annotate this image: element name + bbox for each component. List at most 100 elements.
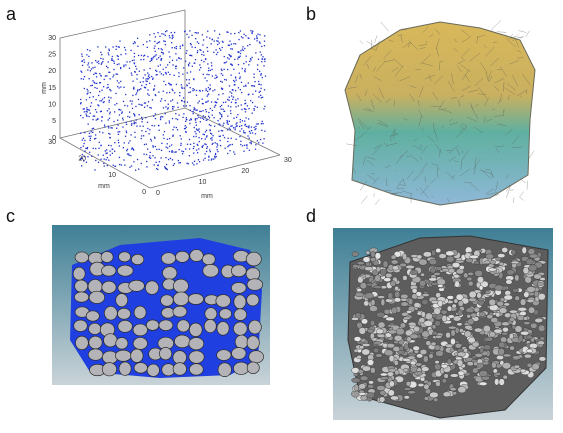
point	[129, 112, 130, 113]
grain	[381, 299, 385, 306]
point	[196, 163, 197, 164]
point	[129, 155, 130, 156]
point	[99, 100, 100, 101]
grain	[104, 306, 117, 320]
point	[192, 162, 193, 163]
grain	[471, 313, 477, 317]
grain	[450, 374, 458, 378]
point	[249, 138, 250, 139]
point	[88, 116, 89, 117]
point	[116, 73, 117, 74]
point	[233, 151, 234, 152]
point	[207, 146, 208, 147]
grain	[404, 387, 411, 390]
point	[230, 91, 231, 92]
point	[222, 125, 223, 126]
point	[229, 45, 230, 46]
point	[176, 48, 177, 49]
point	[150, 158, 151, 159]
point	[237, 58, 238, 59]
grain	[423, 356, 428, 363]
point	[159, 41, 160, 42]
figure: a b c d mm mm mm 05101520253001020300102…	[0, 0, 563, 433]
point	[195, 32, 196, 33]
grain	[373, 348, 379, 353]
point	[184, 31, 185, 32]
point	[143, 77, 144, 78]
grain	[518, 307, 527, 311]
grain	[219, 309, 231, 319]
point	[106, 75, 107, 76]
point	[154, 125, 155, 126]
grain	[363, 257, 370, 263]
point	[231, 93, 232, 94]
edge	[491, 20, 501, 30]
point	[152, 79, 153, 80]
point	[137, 46, 138, 47]
point	[141, 138, 142, 139]
grain	[177, 320, 190, 332]
point	[134, 59, 135, 60]
point	[249, 150, 250, 151]
point	[188, 65, 189, 66]
point	[95, 134, 96, 135]
grain	[174, 335, 190, 348]
point	[145, 131, 146, 132]
point	[146, 78, 147, 79]
point	[146, 84, 147, 85]
point	[147, 72, 148, 73]
point	[86, 93, 87, 94]
point	[232, 89, 233, 90]
grain	[519, 335, 523, 342]
grain	[369, 277, 374, 281]
point	[111, 59, 112, 60]
point	[220, 49, 221, 50]
grain	[378, 322, 385, 328]
point	[198, 148, 199, 149]
point	[169, 35, 170, 36]
point	[147, 81, 148, 82]
point	[120, 109, 121, 110]
point	[186, 132, 187, 133]
point	[135, 170, 136, 171]
point	[234, 81, 235, 82]
point	[190, 144, 191, 145]
point	[180, 143, 181, 144]
grain	[145, 281, 158, 295]
grain	[457, 348, 463, 352]
point	[103, 155, 104, 156]
point	[215, 154, 216, 155]
grain	[450, 349, 454, 352]
point	[180, 48, 181, 49]
point	[222, 130, 223, 131]
point	[125, 94, 126, 95]
grain-render	[52, 225, 270, 385]
point	[119, 145, 120, 146]
grain	[162, 267, 177, 280]
point	[262, 58, 263, 59]
point	[222, 47, 223, 48]
point	[173, 126, 174, 127]
point	[193, 113, 194, 114]
point	[185, 61, 186, 62]
point	[141, 130, 142, 131]
point	[107, 67, 108, 68]
point	[132, 60, 133, 61]
point	[243, 34, 244, 35]
point	[259, 71, 260, 72]
point	[114, 166, 115, 167]
point	[214, 89, 215, 90]
point	[135, 106, 136, 107]
point	[84, 111, 85, 112]
point	[197, 115, 198, 116]
point	[252, 94, 253, 95]
point	[158, 149, 159, 150]
point	[190, 87, 191, 88]
point	[167, 169, 168, 170]
point	[125, 64, 126, 65]
point	[183, 67, 184, 68]
point	[189, 155, 190, 156]
point	[203, 134, 204, 135]
point	[126, 130, 127, 131]
point	[110, 154, 111, 155]
